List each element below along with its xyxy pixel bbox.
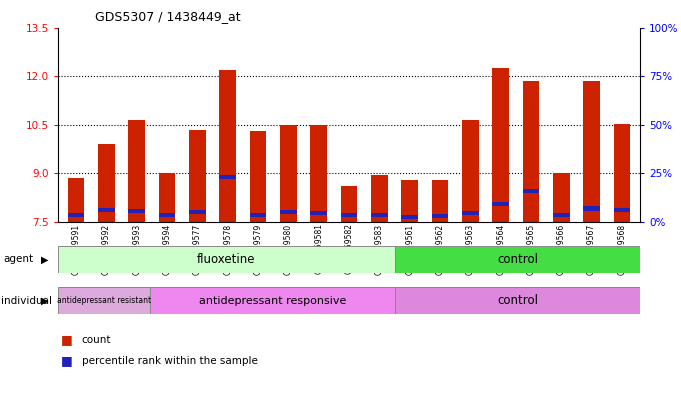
- Bar: [311, 211, 327, 215]
- Bar: [401, 215, 418, 219]
- Bar: [371, 213, 387, 217]
- Bar: [159, 213, 176, 217]
- Bar: [219, 175, 236, 180]
- Bar: [67, 213, 84, 217]
- Bar: [584, 81, 600, 222]
- Text: agent: agent: [3, 254, 33, 264]
- Bar: [522, 81, 539, 222]
- Text: percentile rank within the sample: percentile rank within the sample: [82, 356, 257, 366]
- Bar: [432, 214, 448, 219]
- Text: ■: ■: [61, 354, 73, 367]
- Text: antidepressant responsive: antidepressant responsive: [199, 296, 346, 306]
- FancyBboxPatch shape: [58, 287, 150, 314]
- Text: fluoxetine: fluoxetine: [197, 253, 255, 266]
- Text: ■: ■: [61, 333, 73, 347]
- Bar: [614, 124, 631, 222]
- Bar: [98, 208, 114, 212]
- Bar: [492, 68, 509, 222]
- FancyBboxPatch shape: [150, 287, 395, 314]
- Bar: [159, 173, 176, 222]
- Bar: [462, 120, 479, 222]
- Bar: [614, 208, 631, 212]
- Bar: [129, 120, 145, 222]
- Bar: [250, 131, 266, 222]
- Bar: [189, 130, 206, 222]
- Bar: [67, 178, 84, 222]
- FancyBboxPatch shape: [395, 287, 640, 314]
- Bar: [492, 202, 509, 206]
- Bar: [401, 180, 418, 222]
- Bar: [462, 211, 479, 215]
- Bar: [340, 186, 358, 222]
- Bar: [340, 213, 358, 217]
- Text: count: count: [82, 335, 111, 345]
- Text: control: control: [497, 294, 538, 307]
- Text: ▶: ▶: [41, 254, 48, 264]
- Bar: [553, 173, 569, 222]
- Text: GDS5307 / 1438449_at: GDS5307 / 1438449_at: [95, 10, 241, 23]
- Text: antidepressant resistant: antidepressant resistant: [57, 296, 151, 305]
- Text: control: control: [497, 253, 538, 266]
- Text: individual: individual: [1, 296, 52, 306]
- Bar: [250, 213, 266, 217]
- Bar: [98, 144, 114, 222]
- Bar: [280, 125, 297, 222]
- Text: ▶: ▶: [41, 296, 48, 306]
- Bar: [432, 180, 448, 222]
- Bar: [129, 209, 145, 213]
- Bar: [219, 70, 236, 222]
- Bar: [522, 189, 539, 193]
- Bar: [371, 175, 387, 222]
- Bar: [311, 125, 327, 222]
- Bar: [189, 209, 206, 214]
- Bar: [280, 209, 297, 214]
- Bar: [553, 213, 569, 217]
- FancyBboxPatch shape: [395, 246, 640, 273]
- FancyBboxPatch shape: [58, 246, 395, 273]
- Bar: [584, 206, 600, 211]
